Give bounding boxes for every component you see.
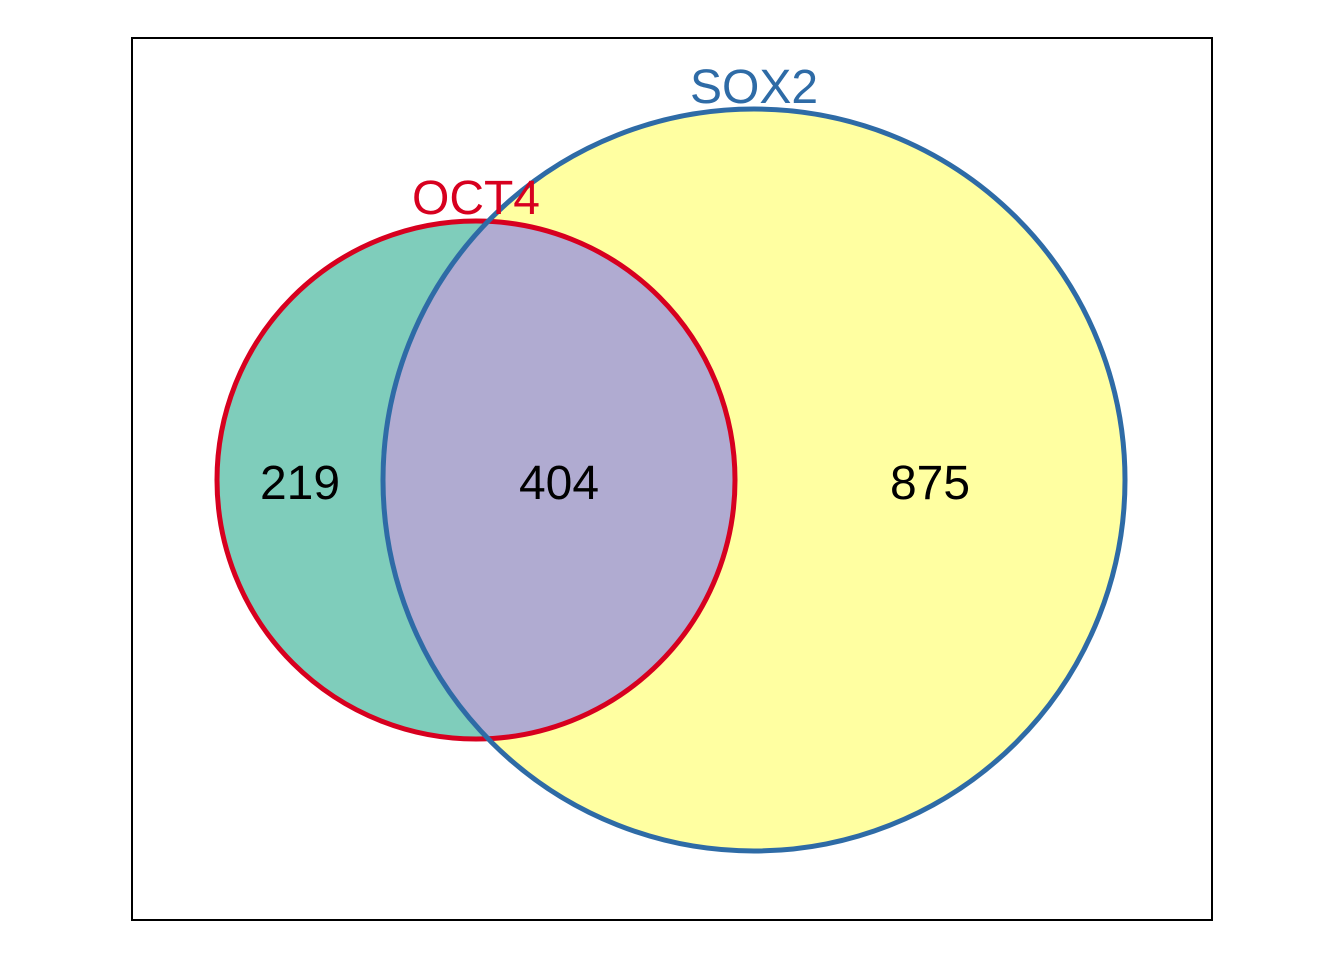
sox2-label: SOX2 bbox=[690, 61, 818, 114]
overlap-region bbox=[383, 221, 735, 739]
overlap-count: 404 bbox=[519, 457, 599, 510]
plot-frame bbox=[131, 37, 1213, 921]
oct4-circle-outline bbox=[214, 218, 738, 742]
sox2-only-count: 875 bbox=[890, 457, 970, 510]
sox2-circle-outline bbox=[380, 106, 1128, 854]
oct4-label: OCT4 bbox=[412, 172, 540, 225]
oct4-only-count: 219 bbox=[260, 457, 340, 510]
